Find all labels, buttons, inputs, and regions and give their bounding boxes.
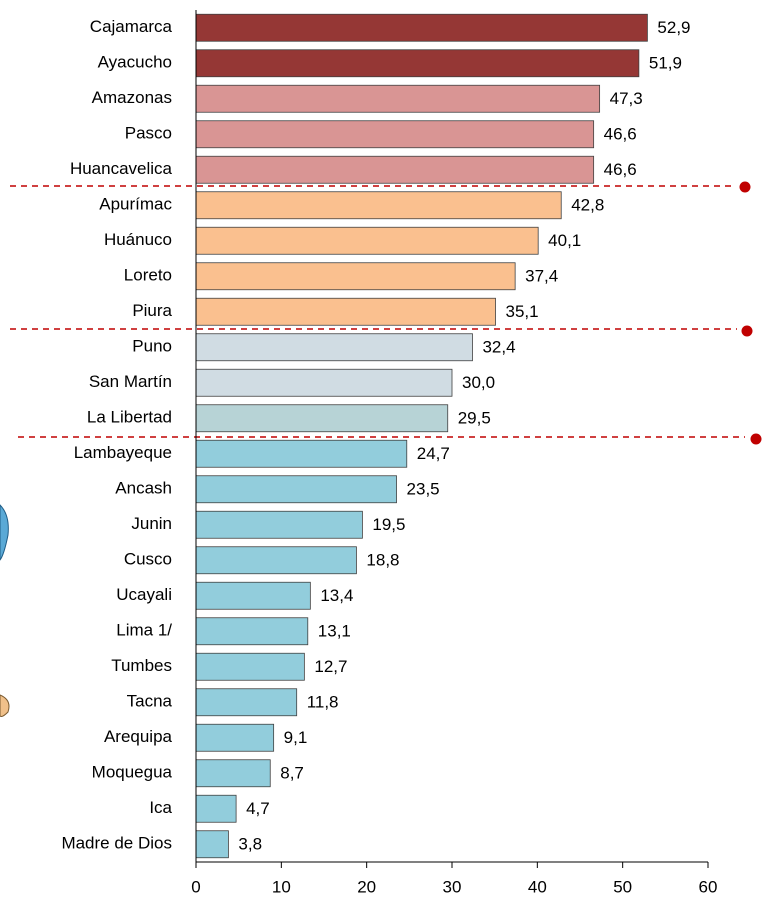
- bar: [195, 191, 562, 220]
- x-tick-label: 30: [443, 877, 462, 896]
- value-label: 9,1: [284, 728, 308, 747]
- y-tick-label: Apurímac: [99, 195, 172, 214]
- bar: [195, 759, 271, 788]
- bar: [195, 333, 473, 362]
- bar: [195, 262, 516, 291]
- value-label: 46,6: [604, 125, 637, 144]
- y-tick-label: Huancavelica: [70, 159, 173, 178]
- bar: [195, 510, 363, 539]
- value-label: 12,7: [314, 657, 347, 676]
- bar: [195, 155, 595, 184]
- bar: [195, 475, 397, 504]
- bar: [195, 688, 298, 717]
- value-label: 32,4: [482, 338, 515, 357]
- bar: [195, 830, 229, 859]
- y-tick-label: Lambayeque: [74, 443, 172, 462]
- y-tick-label: Arequipa: [104, 727, 173, 746]
- value-label: 4,7: [246, 799, 270, 818]
- x-tick-label: 0: [191, 877, 200, 896]
- bar: [195, 404, 449, 433]
- y-tick-label: Tumbes: [111, 656, 172, 675]
- separator-dot: [741, 325, 753, 337]
- bar: [195, 368, 453, 397]
- bar: [195, 439, 408, 468]
- value-label: 51,9: [649, 54, 682, 73]
- x-tick-label: 50: [613, 877, 632, 896]
- bar: [195, 13, 648, 42]
- bar: [195, 581, 311, 610]
- bar: [195, 226, 539, 255]
- y-tick-label: Ancash: [115, 479, 172, 498]
- value-label: 35,1: [506, 302, 539, 321]
- value-label: 37,4: [525, 267, 558, 286]
- value-label: 29,5: [458, 409, 491, 428]
- value-label: 30,0: [462, 373, 495, 392]
- bar: [195, 617, 309, 646]
- value-label: 13,1: [318, 622, 351, 641]
- y-tick-label: Cusco: [124, 550, 172, 569]
- bar: [195, 546, 357, 575]
- separator-dot: [750, 433, 762, 445]
- value-label: 13,4: [320, 586, 353, 605]
- value-label: 11,8: [307, 693, 339, 712]
- y-tick-label: Moquegua: [92, 763, 173, 782]
- y-tick-label: Cajamarca: [90, 17, 173, 36]
- y-tick-label: Ucayali: [116, 585, 172, 604]
- bar: [195, 297, 496, 326]
- x-tick-label: 60: [699, 877, 718, 896]
- y-tick-label: Piura: [132, 301, 172, 320]
- value-label: 52,9: [657, 18, 690, 37]
- y-tick-label: Junin: [131, 514, 172, 533]
- value-label: 40,1: [548, 231, 581, 250]
- x-tick-label: 40: [528, 877, 547, 896]
- y-tick-label: Loreto: [124, 266, 172, 285]
- x-tick-label: 10: [272, 877, 291, 896]
- value-label: 42,8: [571, 196, 604, 215]
- bar: [195, 723, 275, 752]
- map-fragment: [0, 504, 9, 561]
- y-tick-label: San Martín: [89, 372, 172, 391]
- map-fragment: [0, 694, 10, 717]
- y-tick-label: Ayacucho: [98, 53, 172, 72]
- value-label: 3,8: [238, 835, 262, 854]
- y-tick-label: Puno: [132, 337, 172, 356]
- bar: [195, 84, 601, 113]
- value-label: 47,3: [610, 89, 643, 108]
- y-tick-label: Madre de Dios: [61, 834, 172, 853]
- y-tick-label: Tacna: [127, 692, 173, 711]
- bar: [195, 652, 305, 681]
- y-tick-label: La Libertad: [87, 408, 172, 427]
- y-tick-label: Lima 1/: [116, 621, 172, 640]
- value-label: 24,7: [417, 444, 450, 463]
- bar: [195, 49, 640, 78]
- separator-dot: [739, 181, 751, 193]
- separators: [10, 181, 762, 445]
- value-label: 8,7: [280, 764, 304, 783]
- y-tick-label: Ica: [149, 798, 172, 817]
- y-tick-label: Amazonas: [92, 88, 172, 107]
- y-tick-label: Huánuco: [104, 230, 172, 249]
- bar: [195, 120, 595, 149]
- y-tick-label: Pasco: [125, 124, 172, 143]
- bar: [195, 794, 237, 823]
- value-label: 46,6: [604, 160, 637, 179]
- value-label: 19,5: [372, 515, 405, 534]
- value-label: 23,5: [407, 480, 440, 499]
- x-tick-label: 20: [357, 877, 376, 896]
- value-label: 18,8: [366, 551, 399, 570]
